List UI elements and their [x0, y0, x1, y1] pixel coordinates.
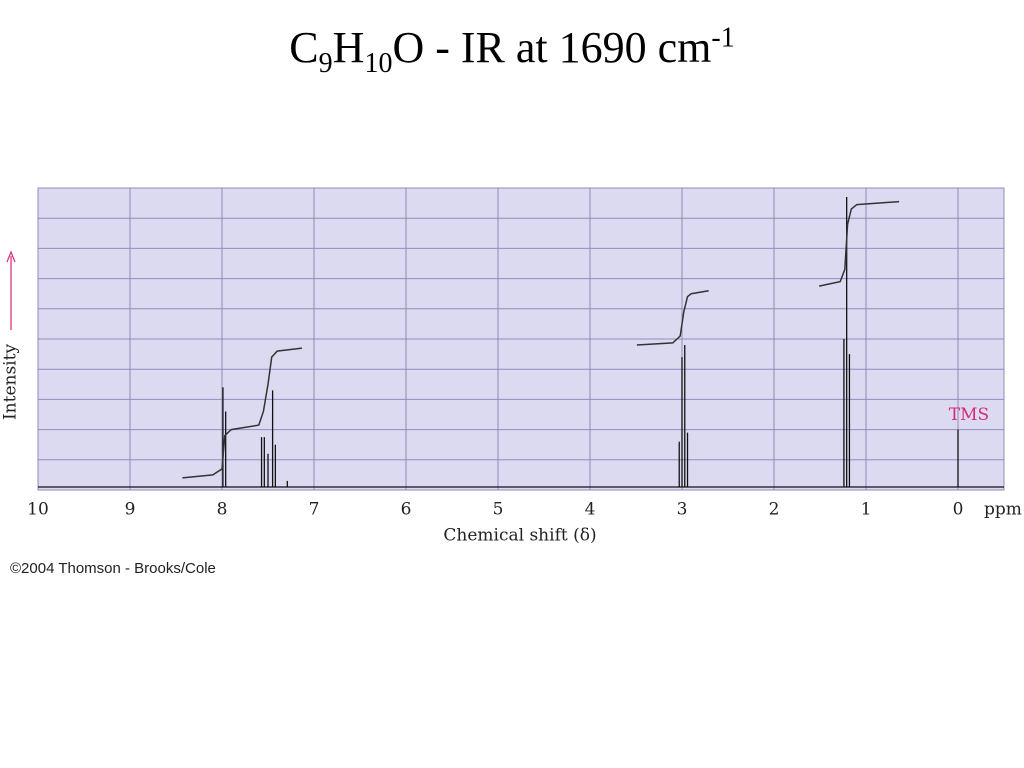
- chart: Chemical shift (δ) ppm Intensity 10 9 8 7 6 5…: [1, 187, 1022, 546]
- y-axis-label: Intensity: [1, 344, 21, 420]
- title-part: 10: [364, 47, 393, 79]
- integral-curve: [818, 200, 900, 287]
- x-tick-label: 0: [953, 500, 964, 520]
- x-tick-label: 5: [493, 500, 504, 520]
- integral-curve: [182, 347, 303, 479]
- title-part: O - IR at 1690 cm: [392, 23, 712, 72]
- slide-title: C9H10O - IR at 1690 cm-1: [0, 22, 1024, 80]
- x-tick-label: 6: [401, 500, 412, 520]
- x-tick-label: 4: [585, 500, 596, 520]
- x-unit-label: ppm: [984, 500, 1022, 520]
- title-part: H: [332, 23, 365, 72]
- y-axis-arrowhead: [6, 250, 16, 263]
- title-part: 9: [318, 47, 333, 79]
- x-tick-label: 7: [309, 500, 320, 520]
- x-tick-label: 2: [769, 500, 780, 520]
- integral-curve: [636, 289, 709, 346]
- x-tick-label: 1: [861, 500, 872, 520]
- x-tick-label: 8: [217, 500, 228, 520]
- x-tick-label: 9: [125, 500, 136, 520]
- x-tick-label: 10: [27, 500, 49, 520]
- annotation: TMS: [949, 405, 989, 425]
- x-tick-label: 3: [677, 500, 688, 520]
- copyright: ©2004 Thomson - Brooks/Cole: [10, 560, 216, 577]
- title-part: C: [289, 23, 319, 72]
- x-axis-label: Chemical shift (δ): [443, 526, 596, 546]
- title-part: -1: [711, 22, 735, 54]
